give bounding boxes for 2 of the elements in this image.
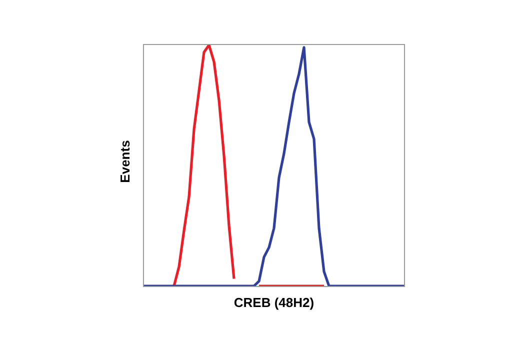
x-axis-title: CREB (48H2) xyxy=(232,295,316,310)
y-axis-title: Events xyxy=(118,139,132,185)
